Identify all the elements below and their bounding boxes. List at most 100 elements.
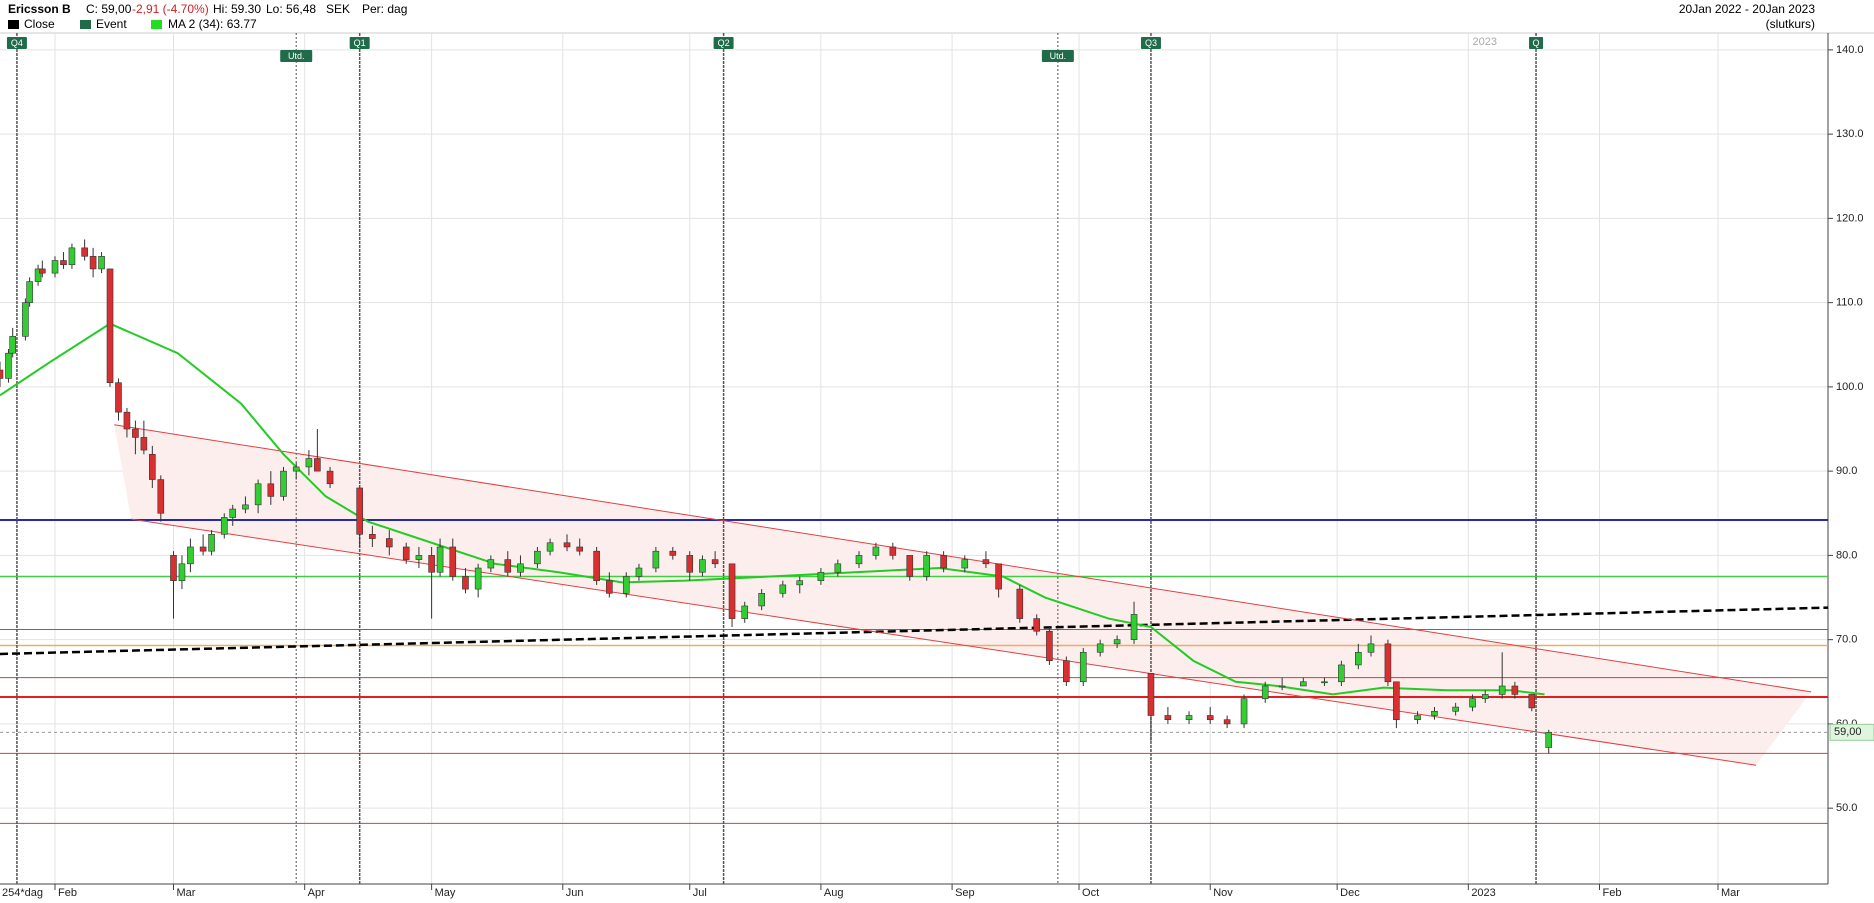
x-tick-label: Nov	[1213, 887, 1233, 899]
candle-body	[593, 550, 600, 581]
candle-body	[89, 255, 97, 270]
candle-body	[199, 546, 207, 552]
period: Per: dag	[362, 2, 407, 16]
candle-body	[576, 546, 584, 552]
candle-body	[961, 559, 969, 569]
candle-body	[5, 352, 12, 379]
candle-body	[242, 504, 249, 510]
candle-body	[474, 567, 482, 590]
event-label: Utd.	[288, 51, 305, 61]
instrument-name: Ericsson B	[8, 2, 71, 16]
candle-body	[60, 260, 67, 266]
x-tick-label: Dec	[1340, 887, 1360, 899]
candle-body	[1164, 715, 1172, 720]
candle-body	[1338, 664, 1345, 683]
y-tick-label: 140.0	[1836, 44, 1864, 56]
x-tick-label: Apr	[308, 887, 325, 899]
candle-body	[314, 458, 321, 472]
candle-body	[51, 260, 59, 274]
candle-body	[1528, 694, 1536, 709]
moving-average	[0, 322, 1545, 696]
candle-body	[34, 268, 42, 282]
x-tick-label: Feb	[58, 887, 77, 899]
bar-count: 254*dag	[2, 887, 43, 899]
candle-body	[758, 593, 765, 607]
last-price-label: 59,00	[1834, 726, 1862, 738]
candle-body	[115, 382, 122, 413]
trendline	[114, 424, 1812, 693]
legend-event[interactable]: Event	[96, 17, 127, 31]
candle-body	[22, 302, 29, 337]
event-label: Utd.	[1050, 51, 1067, 61]
candle-body	[741, 605, 749, 619]
candle-body	[187, 546, 194, 565]
candle-body	[1147, 673, 1155, 716]
event-label: Q4	[11, 38, 23, 48]
candle-body	[889, 546, 897, 556]
header-bg	[0, 0, 1874, 33]
candle-body	[428, 555, 435, 573]
event-badge	[280, 50, 313, 62]
event-badge	[349, 37, 370, 49]
x-tick-label: Mar	[176, 887, 195, 899]
last-price-badge	[1829, 723, 1874, 741]
candle-body	[81, 247, 88, 257]
candle-body	[1355, 651, 1362, 666]
y-tick-label: 90.0	[1836, 465, 1857, 477]
event-label: Q	[1533, 38, 1540, 48]
candle-body	[157, 479, 165, 514]
candle-body	[208, 534, 215, 552]
candle-body	[1063, 660, 1070, 683]
candle-body	[39, 268, 46, 274]
y-tick-label: 50.0	[1836, 802, 1857, 814]
high-price: Hi: 59.30	[213, 2, 261, 16]
price-change: -2,91 (-4.70%)	[132, 2, 209, 16]
candle-body	[563, 542, 571, 548]
candle-body	[872, 546, 880, 556]
candle-body	[1206, 715, 1214, 720]
candle-body	[1240, 698, 1248, 725]
candle-body	[449, 546, 457, 577]
y-tick-label: 70.0	[1836, 634, 1857, 646]
trendline	[131, 518, 1757, 766]
candle-body	[504, 559, 512, 573]
x-tick-label: Feb	[1603, 887, 1622, 899]
candle-body	[1130, 614, 1138, 640]
candle-body	[995, 563, 1002, 590]
candle-body	[923, 555, 930, 577]
candle-body	[280, 470, 287, 497]
event-badge	[1529, 37, 1544, 49]
x-tick-label: Mar	[1721, 887, 1740, 899]
candle-body	[699, 559, 706, 573]
low-price: Lo: 56,48	[266, 2, 316, 16]
candle-body	[1033, 618, 1041, 632]
date-range: 20Jan 2022 - 20Jan 2023	[1679, 2, 1815, 16]
x-tick-label: Sep	[955, 887, 975, 899]
candle-body	[170, 555, 177, 581]
event-label: Q1	[354, 38, 366, 48]
candle-body	[1545, 732, 1553, 748]
candle-body	[132, 428, 139, 438]
candle-body	[855, 555, 863, 565]
currency: SEK	[326, 2, 350, 16]
candle-body	[1367, 643, 1375, 653]
candle-body	[326, 470, 334, 485]
candle-body	[1431, 710, 1438, 716]
candle-body	[534, 550, 541, 565]
candle-body	[940, 555, 947, 569]
candle-body	[254, 483, 262, 506]
legend-close[interactable]: Close	[24, 17, 55, 31]
candle-body	[402, 546, 410, 560]
candle-body	[305, 458, 313, 468]
legend-ma[interactable]: MA 2 (34): 63.77	[168, 17, 257, 31]
candle-body	[0, 369, 4, 379]
candle-body	[140, 437, 148, 451]
candle-body	[98, 255, 105, 270]
candle-body	[1079, 651, 1087, 683]
candle-body	[1096, 643, 1104, 653]
candle-body	[652, 550, 660, 569]
candle-body	[1469, 698, 1476, 708]
candle-body	[635, 567, 643, 577]
candle-body	[229, 508, 237, 518]
